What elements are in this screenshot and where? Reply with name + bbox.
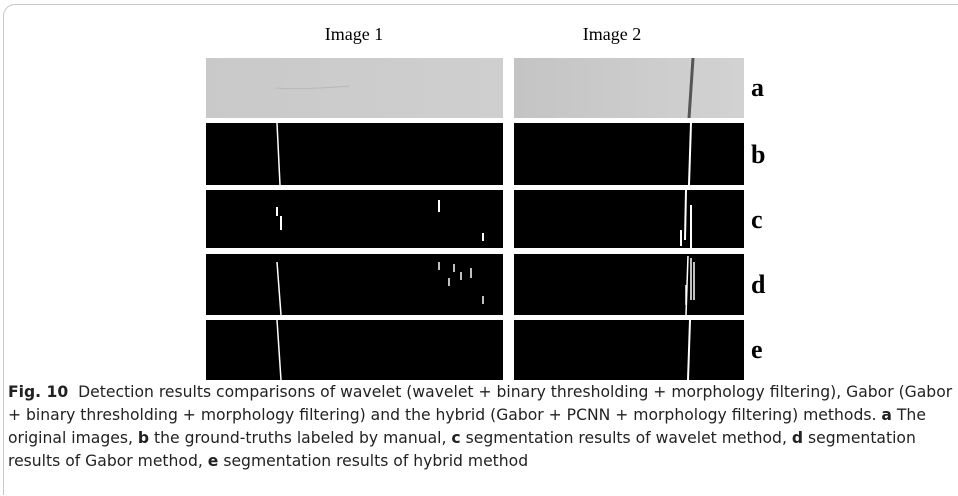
image xyxy=(206,58,503,118)
caption-item-key: d xyxy=(792,429,803,447)
column-header: Image 2 xyxy=(583,24,641,44)
caption-item-key: c xyxy=(451,429,460,447)
caption-item-text: segmentation results of hybrid method xyxy=(223,452,528,470)
row-label: a xyxy=(751,73,764,102)
caption-item-key: a xyxy=(881,406,892,424)
caption-item-text: the ground-truths labeled by manual, xyxy=(154,429,446,447)
page: {"figure": {"columns": ["Image 1", "Imag… xyxy=(0,0,958,496)
row-label: d xyxy=(751,270,766,299)
image xyxy=(206,123,503,185)
row-label: b xyxy=(751,140,765,169)
figure: Image 1 Image 2 a b c d e xyxy=(0,0,958,384)
row-label: c xyxy=(751,205,763,234)
caption-item-key: b xyxy=(138,429,149,447)
column-header: Image 1 xyxy=(325,24,383,44)
image xyxy=(514,254,744,315)
row-label: e xyxy=(751,335,763,364)
caption-label: Fig. 10 xyxy=(8,383,68,401)
image xyxy=(206,320,503,380)
caption-item-text: segmentation results of wavelet method, xyxy=(466,429,787,447)
caption: Fig. 10 Detection results comparisons of… xyxy=(8,381,953,473)
image xyxy=(514,123,744,185)
image xyxy=(206,190,503,248)
image xyxy=(514,58,744,118)
caption-item-key: e xyxy=(208,452,219,470)
image xyxy=(514,320,744,380)
image xyxy=(514,190,744,248)
image xyxy=(206,254,503,315)
caption-text: Detection results comparisons of wavelet… xyxy=(8,383,952,424)
